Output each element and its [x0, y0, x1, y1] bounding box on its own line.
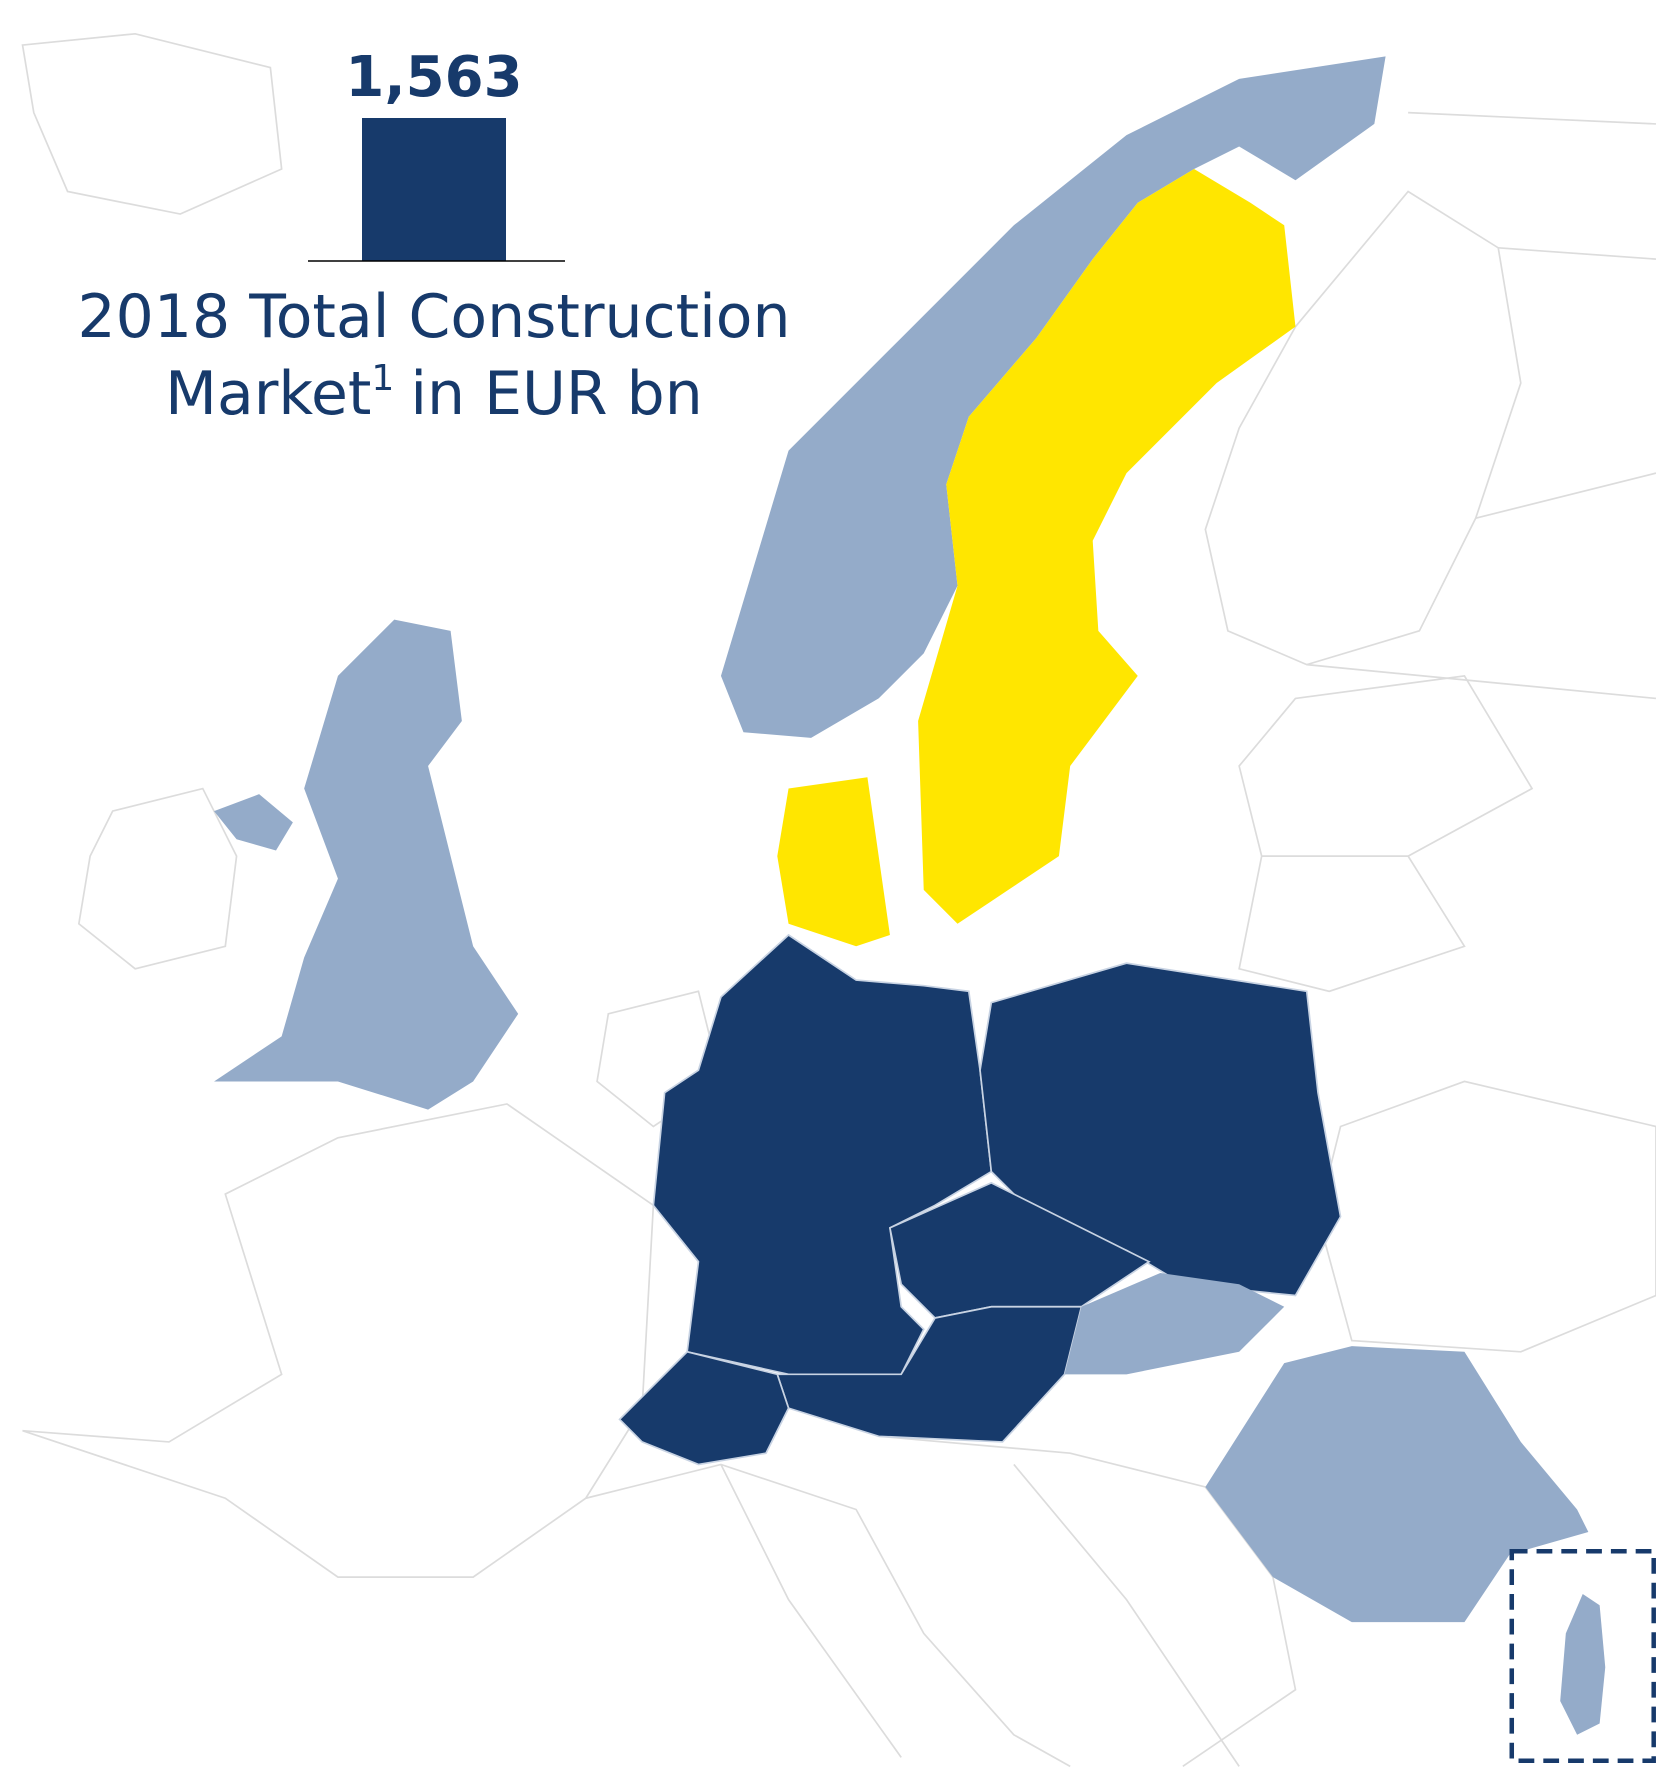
title-line-2: Market1 in EUR bn [165, 358, 703, 429]
italy-outline [585, 1463, 1071, 1768]
title-market: Market [165, 359, 371, 429]
iceland-outline [21, 32, 283, 215]
other-countries [214, 619, 1589, 1623]
finland-outline [1204, 190, 1522, 666]
bar-chart: 1,563 2018 Total Construction Market1 in … [78, 45, 791, 429]
germany [652, 933, 993, 1376]
core-countries [618, 933, 1342, 1466]
sweden [918, 168, 1296, 924]
title-unit: in EUR bn [410, 359, 702, 429]
ireland-outline [77, 787, 238, 970]
slovakia [1064, 1272, 1285, 1375]
baltic-outline [1238, 674, 1534, 993]
austria [776, 1305, 1083, 1443]
ukraine-outline [1317, 1080, 1656, 1353]
norway [720, 56, 1386, 738]
title-footnote: 1 [371, 358, 394, 399]
bar [362, 118, 506, 261]
value-label: 1,563 [345, 45, 522, 110]
france-outline [22, 1103, 655, 1578]
russia-outline [1306, 111, 1656, 700]
northern-ireland [214, 794, 293, 851]
romania [1205, 1346, 1589, 1623]
denmark [777, 777, 890, 947]
title-line-1: 2018 Total Construction [78, 282, 791, 352]
inset-country [1560, 1593, 1606, 1735]
map [21, 32, 1656, 1768]
great-britain [214, 619, 519, 1110]
switzerland [618, 1350, 790, 1466]
